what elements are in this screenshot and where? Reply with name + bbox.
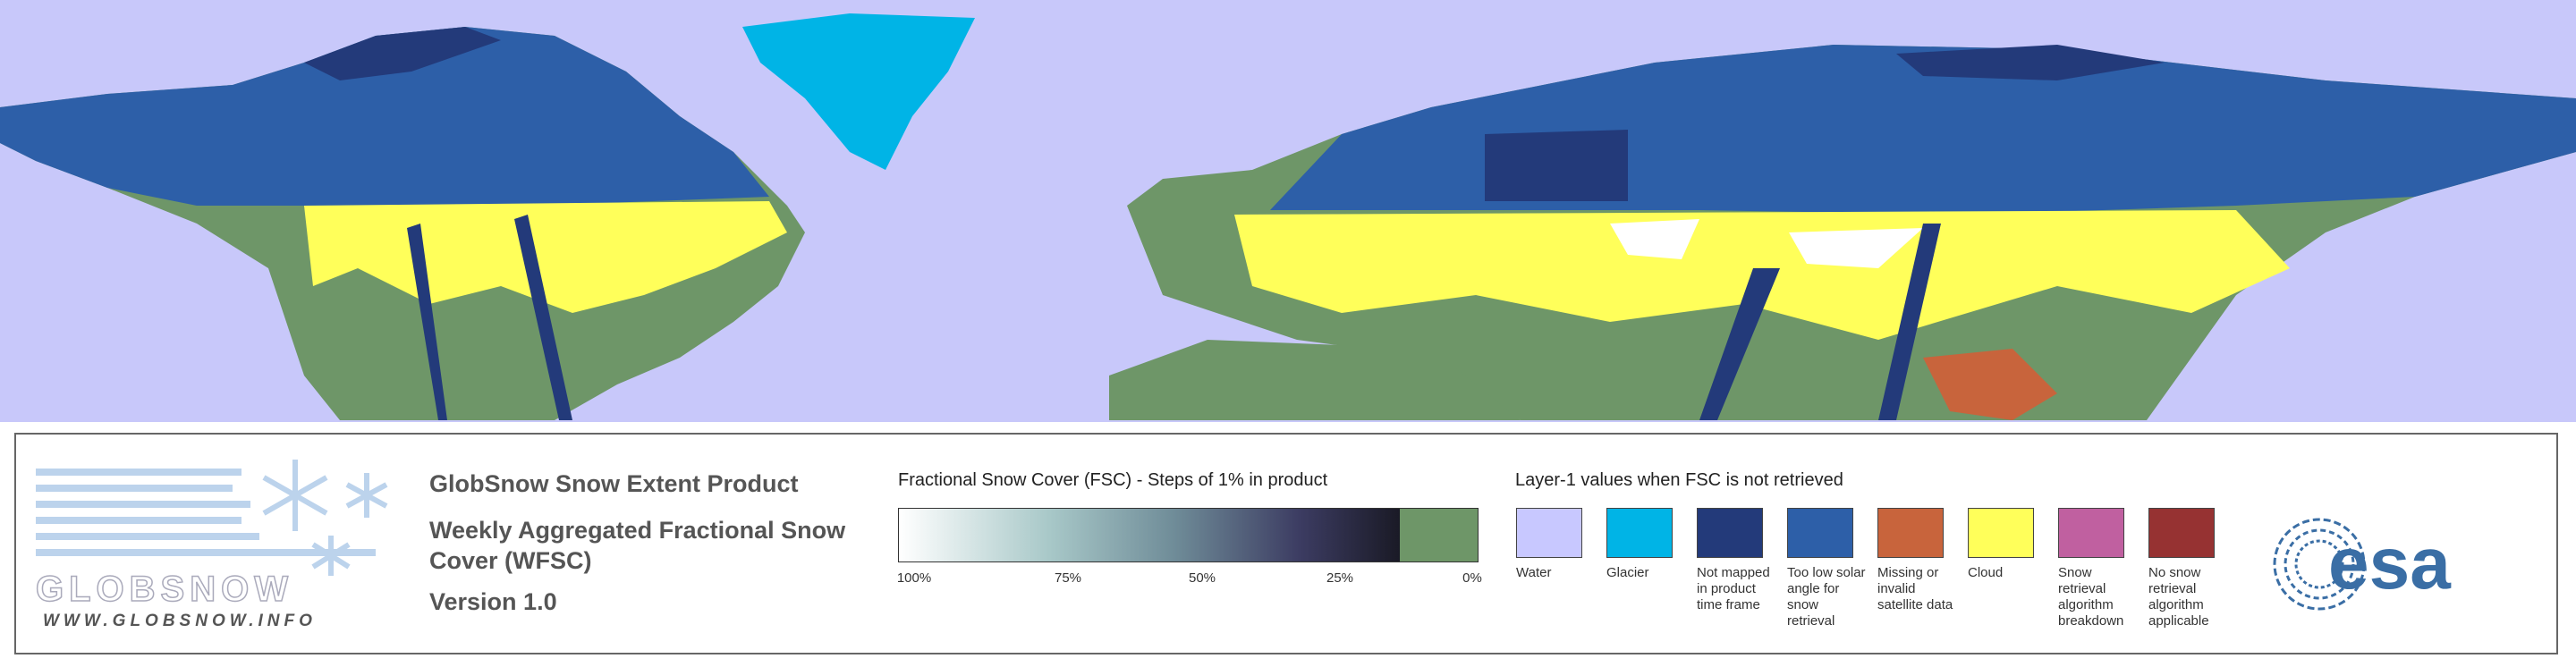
legend-item: Snow retrieval algorithm breakdown [2058, 508, 2140, 629]
legend-label: No snow retrieval algorithm applicable [2148, 565, 2209, 629]
legend-swatch [1968, 508, 2034, 558]
legend-label: Too low solar angle for snow retrieval [1787, 565, 1866, 629]
esa-name: esa [2328, 523, 2452, 604]
legend-item: Missing or invalid satellite data [1877, 508, 1960, 613]
legend-swatch [1697, 508, 1763, 558]
legend-swatch [2058, 508, 2124, 558]
legend-swatch [1787, 508, 1853, 558]
legend-item: Too low solar angle for snow retrieval [1787, 508, 1869, 629]
colorbar-label: 0% [1462, 570, 1482, 586]
legend-label: Cloud [1968, 565, 2004, 580]
legend-swatch [1877, 508, 1944, 558]
legend-swatch [2148, 508, 2215, 558]
map [0, 0, 2576, 422]
legend-label: Glacier [1606, 565, 1649, 580]
title: GlobSnow Snow Extent Product [429, 470, 799, 497]
colorbar [898, 508, 1479, 562]
subtitle: Weekly Aggregated Fractional Snow Cover … [429, 517, 846, 574]
legend-label: Not mapped in product time frame [1697, 565, 1770, 612]
legend-item: Cloud [1968, 508, 2050, 581]
colorbar-label: 50% [1188, 570, 1216, 586]
legend-item: Glacier [1606, 508, 1689, 581]
logo: GLOBSNOW WWW.GLOBSNOW.INFO [36, 460, 388, 629]
version: Version 1.0 [429, 588, 557, 615]
legend-swatch [1516, 508, 1582, 558]
colorbar-nosnow [1400, 509, 1478, 561]
legend-swatch [1606, 508, 1673, 558]
logo-url: WWW.GLOBSNOW.INFO [43, 612, 317, 629]
legend-label: Missing or invalid satellite data [1877, 565, 1953, 612]
legend-label: Water [1516, 565, 1552, 580]
legend-item: No snow retrieval algorithm applicable [2148, 508, 2231, 629]
colorbar-gradient [899, 509, 1400, 561]
colorbar-label: 25% [1326, 570, 1354, 586]
colorbar-label: 75% [1054, 570, 1082, 586]
esa-logo: esa [2273, 518, 2452, 611]
legend-title: Layer-1 values when FSC is not retrieved [1515, 470, 1843, 490]
logo-name: GLOBSNOW [36, 570, 293, 609]
legend-panel: GLOBSNOW WWW.GLOBSNOW.INFO GlobSnow Snow… [14, 433, 2558, 654]
colorbar-title: Fractional Snow Cover (FSC) - Steps of 1… [898, 470, 1328, 490]
legend-label: Snow retrieval algorithm breakdown [2058, 565, 2124, 629]
colorbar-label: 100% [896, 570, 932, 586]
legend-item: Water [1516, 508, 1598, 581]
legend-item: Not mapped in product time frame [1697, 508, 1779, 613]
